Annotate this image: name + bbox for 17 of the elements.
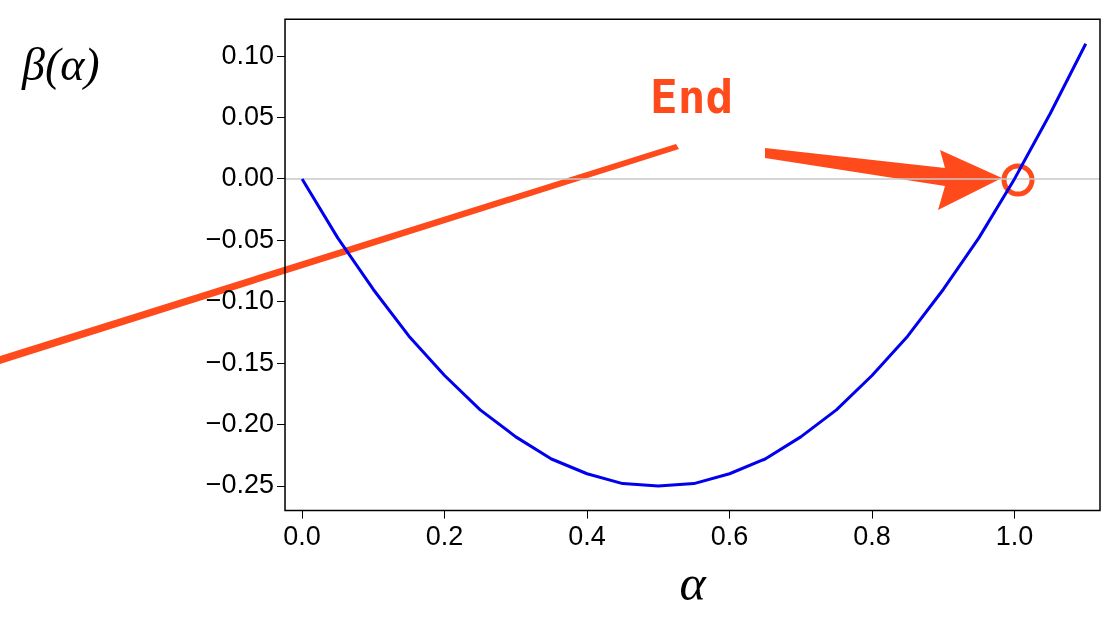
x-tick-label: 0.4 <box>568 521 606 552</box>
x-tick-label: 0.6 <box>710 521 749 552</box>
y-tick-label: −0.25 <box>205 469 274 500</box>
y-tick-label: 0.00 <box>221 162 274 193</box>
x-axis-title: α <box>679 555 708 612</box>
x-tick-label: 0.8 <box>853 521 891 552</box>
annotation: End <box>650 70 734 124</box>
y-tick-label: 0.10 <box>221 39 274 70</box>
y-tick-label: −0.05 <box>205 223 274 254</box>
y-tick-label: 0.05 <box>221 100 274 131</box>
x-tick-label: 0.0 <box>283 521 321 552</box>
x-tick-label: 1.0 <box>995 521 1034 552</box>
y-axis-title: β(α) <box>21 39 100 91</box>
y-tick-label: −0.20 <box>205 408 274 439</box>
x-tick-label: 0.2 <box>425 521 464 552</box>
y-tick-label: −0.15 <box>205 346 274 377</box>
y-tick-label: −0.10 <box>205 285 274 316</box>
